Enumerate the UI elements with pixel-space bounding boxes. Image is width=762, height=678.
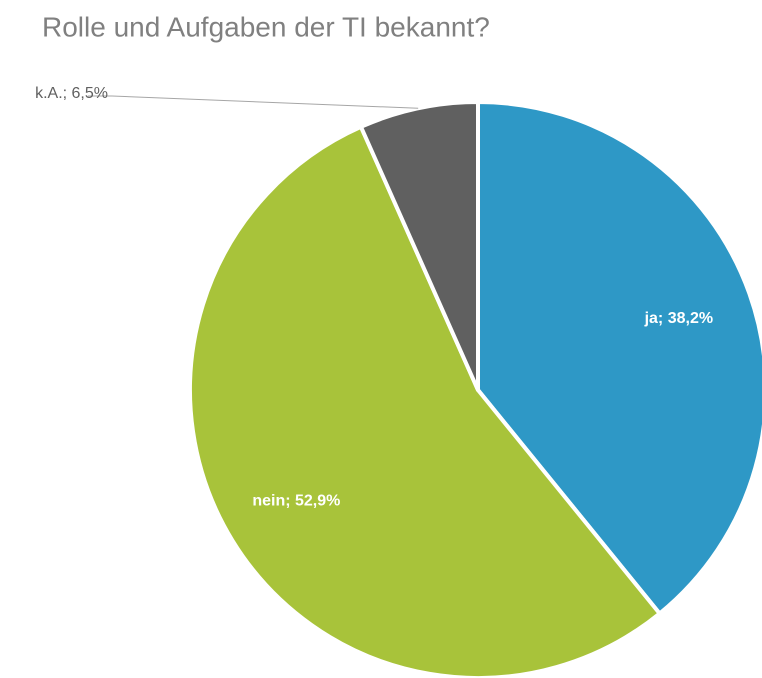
chart-title: Rolle und Aufgaben der TI bekannt? [42, 11, 490, 42]
data-label: nein; 52,9% [252, 493, 340, 510]
pie-slice [188, 124, 662, 678]
pie-slice [476, 100, 762, 616]
leader-line [88, 95, 419, 109]
data-label: ja; 38,2% [644, 310, 713, 327]
data-label: k.A.; 6,5% [35, 85, 108, 102]
pie-slice [358, 100, 480, 392]
